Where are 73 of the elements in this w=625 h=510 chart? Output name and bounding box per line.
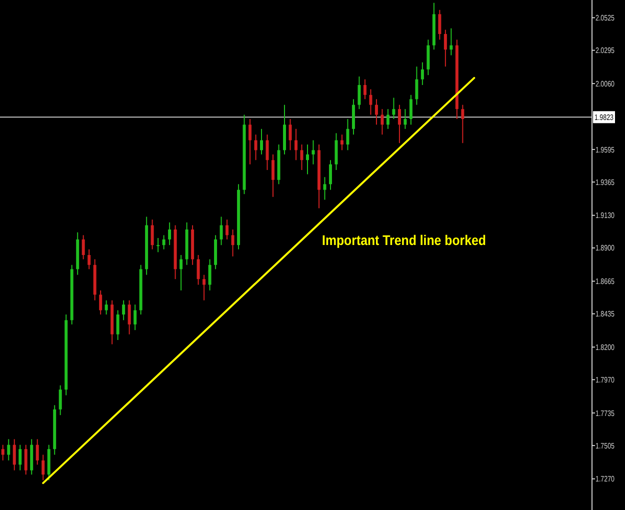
candlestick (450, 28, 453, 56)
candlestick (272, 154, 275, 198)
candlestick (180, 254, 183, 291)
y-tick-label: 1.9365 (596, 178, 620, 187)
candlestick (220, 216, 223, 246)
ref-line-label: 1.9823 (594, 112, 619, 122)
candlestick (312, 140, 315, 165)
candlestick (226, 219, 229, 240)
candlestick (12, 438, 16, 471)
candlestick (358, 76, 361, 110)
candlestick (444, 29, 447, 68)
candlestick (386, 108, 390, 130)
annotation: Important Trend line borked (322, 232, 508, 248)
candlestick (374, 98, 378, 126)
candlestick (409, 94, 412, 126)
candlestick (398, 104, 401, 144)
candlestick (323, 176, 326, 200)
candlestick (116, 310, 120, 340)
candlestick (168, 222, 172, 246)
y-tick-label: 1.8200 (596, 342, 620, 352)
candlestick (104, 300, 108, 315)
candlestick (380, 108, 384, 136)
y-tick-label: 1.8900 (596, 244, 620, 253)
candlestick (99, 290, 102, 315)
y-tick-label: 2.0525 (596, 14, 620, 23)
candlestick (340, 134, 344, 151)
candlestick (208, 258, 212, 291)
candlestick (248, 118, 252, 165)
candlestick (58, 384, 62, 416)
y-tick-label: 1.7505 (596, 441, 620, 450)
candlestick (363, 78, 366, 100)
candlestick (231, 229, 234, 257)
candlestick (7, 438, 10, 461)
candlestick (300, 144, 304, 170)
candlestick (369, 88, 372, 116)
candlestick (294, 128, 298, 161)
candlestick (288, 118, 292, 151)
candlestick (18, 444, 22, 471)
candlestick (328, 160, 332, 190)
y-tick-label: 1.9130 (596, 211, 620, 220)
candlestick (438, 9, 442, 40)
y-tick-label: 2.0295 (596, 46, 620, 56)
candlestick (392, 97, 396, 120)
candlestick (156, 238, 160, 253)
y-tick-label: 1.9595 (596, 145, 620, 154)
candlestick (266, 134, 269, 170)
candlestick (404, 108, 407, 130)
candlestick (162, 234, 166, 250)
y-tick-label: 1.8665 (596, 277, 620, 286)
candlestick (196, 254, 200, 286)
candlestick (82, 234, 85, 260)
y-tick-label: 1.7270 (596, 474, 620, 484)
candlestick (1, 444, 4, 461)
candlestick (202, 274, 206, 301)
y-tick-label: 2.0060 (596, 79, 620, 88)
candlestick (306, 144, 309, 175)
candlestick (36, 438, 39, 466)
candlestick (42, 454, 45, 481)
candlestick (134, 304, 137, 331)
candlestick (420, 62, 424, 86)
candlestick (24, 444, 28, 476)
candlestick (122, 300, 126, 321)
candlestick (461, 104, 464, 144)
candlestick (88, 248, 91, 270)
candlestick (415, 66, 418, 106)
y-tick-label: 1.7735 (596, 408, 620, 418)
candlestick (254, 134, 258, 161)
y-tick-label: 1.7970 (596, 375, 620, 384)
candlestick (128, 300, 131, 335)
y-tick-label: 1.8435 (596, 310, 620, 319)
candlestick (346, 118, 350, 151)
candlestick (260, 128, 264, 155)
candlestick (150, 219, 154, 250)
